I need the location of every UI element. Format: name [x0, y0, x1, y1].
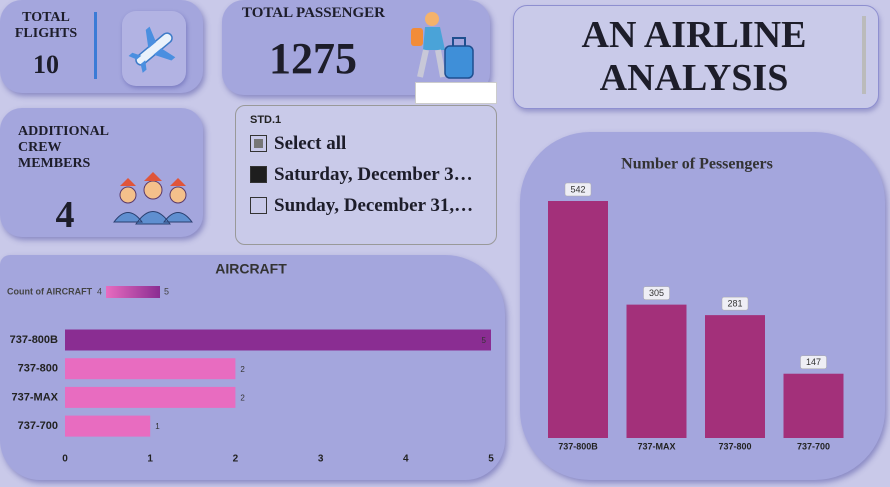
data-label: 2 — [240, 365, 245, 374]
x-tick-label: 4 — [403, 454, 409, 465]
chart-title: Number of Pessengers — [621, 156, 773, 173]
checkbox[interactable] — [250, 135, 267, 152]
bar — [65, 415, 151, 437]
x-tick-label: 737-MAX — [637, 441, 675, 451]
checkbox[interactable] — [250, 166, 267, 183]
label-box — [643, 286, 670, 300]
y-tick-label: 737-800B — [10, 334, 58, 346]
option-label: Select all — [274, 133, 347, 154]
bar — [548, 201, 608, 438]
x-tick-label: 1 — [147, 454, 153, 465]
card-label: TOTAL FLIGHTS — [14, 10, 78, 41]
legend-title: Count of AIRCRAFT — [7, 286, 93, 296]
x-tick-label: 0 — [62, 454, 68, 465]
page-title: AN AIRLINE ANALYSIS — [581, 14, 807, 99]
scrollbar — [862, 16, 866, 94]
chart-title: AIRCRAFT — [215, 261, 287, 277]
icon-box — [122, 11, 186, 86]
divider — [94, 12, 97, 79]
x-tick-label: 737-800 — [718, 441, 751, 451]
slicer[interactable] — [235, 105, 497, 245]
y-tick-label: 737-800 — [18, 363, 58, 375]
option-label: Sunday, December 31,… — [274, 195, 474, 216]
bar — [65, 358, 236, 380]
x-tick-label: 737-800B — [558, 441, 598, 451]
option-label: Saturday, December 3… — [274, 164, 473, 185]
data-label: 305 — [649, 288, 664, 298]
data-label: 1 — [155, 422, 160, 431]
x-tick-label: 3 — [318, 454, 324, 465]
checkbox[interactable] — [250, 197, 267, 214]
bar — [705, 315, 765, 438]
data-label: 2 — [240, 394, 245, 403]
airplane-icon — [128, 26, 176, 73]
title-box — [513, 5, 879, 109]
bar — [65, 386, 236, 408]
y-tick-label: 737-MAX — [12, 391, 59, 403]
bar — [626, 304, 687, 438]
label-box — [800, 355, 827, 369]
legend-gradient — [106, 286, 160, 298]
data-label: 542 — [570, 184, 585, 194]
card-label: TOTAL PASSENGER — [242, 5, 385, 21]
y-tick-label: 737-700 — [18, 420, 58, 432]
legend-min: 4 — [97, 286, 102, 296]
slicer-option[interactable]: Select all — [250, 133, 346, 155]
bar — [65, 329, 491, 351]
data-label: 147 — [806, 357, 821, 367]
label-box — [721, 296, 749, 311]
legend-max: 5 — [164, 286, 169, 296]
label-box — [564, 182, 592, 197]
data-label: 5 — [482, 336, 487, 345]
card-value: 1275 — [269, 34, 357, 83]
card-value: 10 — [33, 50, 59, 79]
visual-toolbar[interactable] — [415, 82, 497, 104]
slicer-option[interactable]: Sunday, December 31,… — [250, 195, 473, 217]
x-tick-label: 2 — [233, 454, 239, 465]
slicer-title: STD.1 — [250, 114, 282, 126]
x-tick-label: 737-700 — [797, 441, 830, 451]
card-label: ADDITIONAL CREW MEMBERS — [18, 124, 109, 171]
bar — [783, 373, 844, 438]
card-value: 4 — [55, 194, 75, 236]
x-tick-label: 5 — [488, 454, 494, 465]
slicer-option[interactable]: Saturday, December 3… — [250, 164, 473, 186]
data-label: 281 — [727, 299, 742, 309]
